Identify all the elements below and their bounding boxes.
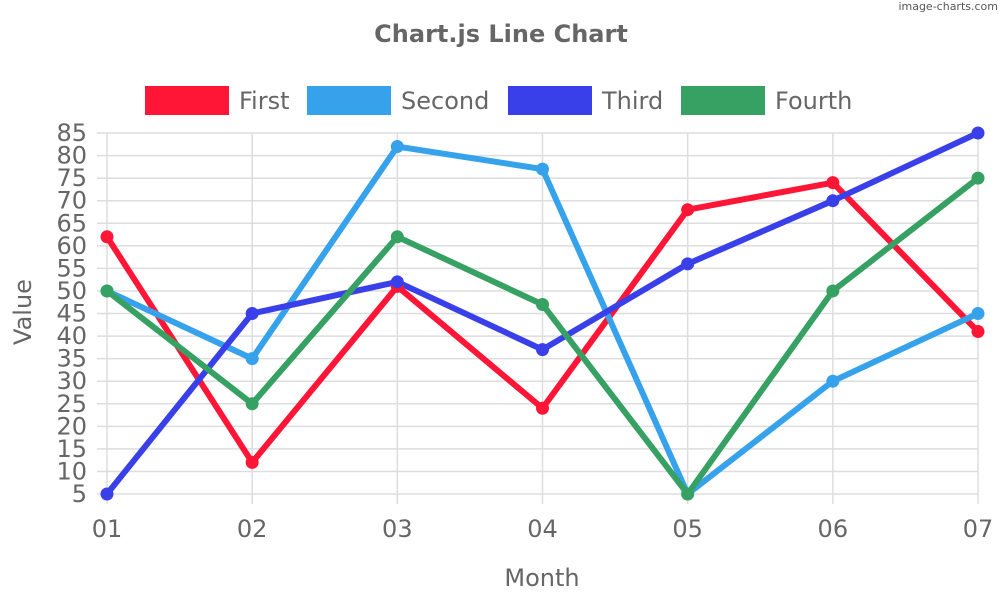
- data-point-first[interactable]: [245, 455, 259, 469]
- data-point-second[interactable]: [826, 374, 840, 388]
- y-tick-label: 35: [56, 345, 87, 373]
- data-point-second[interactable]: [536, 162, 549, 176]
- y-tick-label: 80: [56, 142, 87, 170]
- data-point-fourth[interactable]: [536, 297, 549, 311]
- data-point-fourth[interactable]: [245, 397, 259, 411]
- legend-swatch: [145, 86, 229, 115]
- legend-label: Third: [601, 87, 663, 115]
- y-tick-label: 50: [56, 277, 87, 305]
- series-points: [100, 126, 985, 501]
- data-point-fourth[interactable]: [971, 171, 985, 185]
- y-axis-title: Value: [9, 279, 37, 345]
- x-axis-title: Month: [504, 564, 579, 592]
- y-tick-label: 40: [56, 322, 87, 350]
- data-point-third[interactable]: [971, 126, 985, 140]
- legend-swatch: [508, 86, 592, 115]
- x-tick-label: 01: [92, 515, 123, 543]
- x-tick-label: 07: [963, 515, 994, 543]
- data-point-third[interactable]: [536, 343, 549, 357]
- x-tick-label: 06: [818, 515, 849, 543]
- legend-item-first[interactable]: First: [145, 86, 290, 115]
- data-point-third[interactable]: [100, 487, 114, 501]
- legend-item-second[interactable]: Second: [307, 86, 489, 115]
- data-point-fourth[interactable]: [100, 284, 114, 298]
- y-tick-label: 85: [56, 119, 87, 147]
- y-tick-label: 10: [56, 457, 87, 485]
- x-tick-label: 04: [527, 515, 558, 543]
- y-tick-label: 65: [56, 209, 87, 237]
- data-point-third[interactable]: [826, 194, 840, 208]
- y-tick-label: 45: [56, 300, 87, 328]
- data-point-fourth[interactable]: [826, 284, 840, 298]
- data-point-second[interactable]: [971, 307, 985, 320]
- y-tick-label: 55: [56, 254, 87, 282]
- legend: First Second Third Fourth: [145, 86, 852, 115]
- x-tick-label: 05: [672, 515, 703, 543]
- y-tick-label: 60: [56, 232, 87, 260]
- legend-swatch: [681, 86, 765, 115]
- data-point-first[interactable]: [100, 230, 114, 244]
- data-point-first[interactable]: [681, 203, 695, 217]
- data-point-fourth[interactable]: [681, 487, 695, 501]
- chart-title: Chart.js Line Chart: [374, 20, 628, 48]
- y-tick-label: 30: [56, 367, 87, 395]
- legend-swatch: [307, 86, 391, 115]
- x-tick-label: 03: [382, 515, 413, 543]
- data-point-third[interactable]: [245, 307, 259, 320]
- x-axis-ticks: 01 02 03 04 05 06 07: [92, 515, 994, 543]
- x-tick-label: 02: [237, 515, 268, 543]
- data-point-first[interactable]: [971, 325, 985, 339]
- legend-item-fourth[interactable]: Fourth: [681, 86, 852, 115]
- legend-label: Second: [401, 87, 489, 115]
- data-point-second[interactable]: [245, 352, 259, 366]
- data-point-first[interactable]: [826, 176, 840, 190]
- y-tick-label: 70: [56, 187, 87, 215]
- legend-label: Fourth: [775, 87, 852, 115]
- legend-item-third[interactable]: Third: [508, 86, 663, 115]
- data-point-first[interactable]: [536, 401, 549, 415]
- watermark: image-charts.com: [898, 0, 998, 13]
- grid: [97, 132, 979, 504]
- y-tick-label: 25: [56, 390, 87, 418]
- data-point-fourth[interactable]: [390, 230, 404, 244]
- y-tick-label: 15: [56, 435, 87, 463]
- y-tick-label: 5: [72, 480, 87, 508]
- data-point-third[interactable]: [390, 275, 404, 289]
- y-tick-label: 20: [56, 412, 87, 440]
- data-point-third[interactable]: [681, 257, 695, 271]
- legend-label: First: [239, 87, 290, 115]
- y-tick-label: 75: [56, 164, 87, 192]
- data-point-second[interactable]: [390, 140, 404, 154]
